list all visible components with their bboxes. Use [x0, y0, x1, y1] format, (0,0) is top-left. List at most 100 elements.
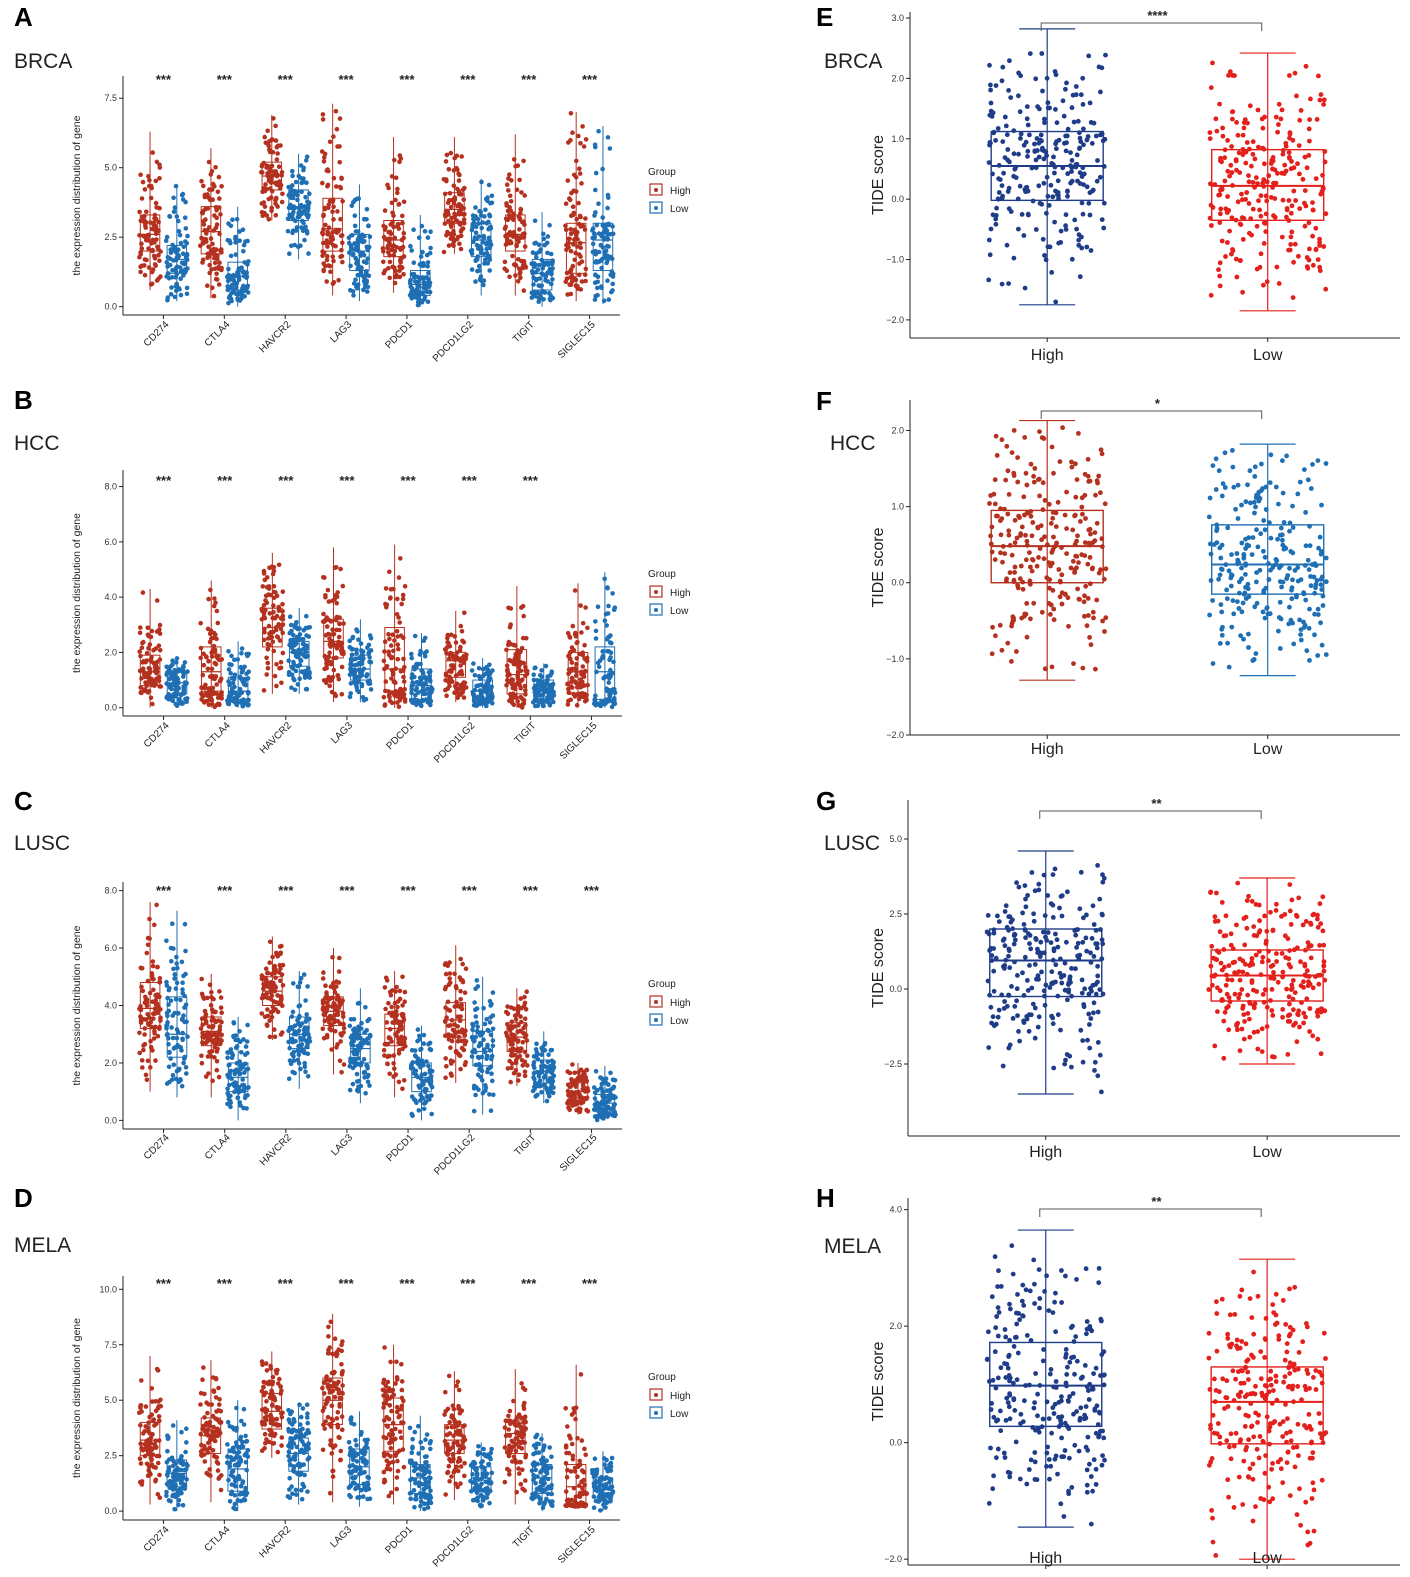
data-point — [164, 938, 169, 943]
data-point — [148, 1455, 154, 1461]
data-point — [350, 252, 356, 258]
data-point — [364, 217, 369, 222]
data-point — [544, 1098, 550, 1104]
x-tick-label: PDCD1LG2 — [432, 720, 477, 765]
x-tick-label: TIGIT — [513, 1132, 539, 1158]
data-point — [158, 1397, 163, 1403]
data-point — [226, 295, 232, 301]
data-point — [349, 662, 354, 668]
data-point — [513, 1057, 519, 1063]
data-point — [517, 227, 522, 232]
data-point — [180, 1462, 186, 1467]
data-point — [429, 1084, 435, 1090]
data-point — [286, 1028, 291, 1033]
data-point — [442, 986, 448, 992]
significance-label: *** — [339, 883, 355, 898]
data-point — [155, 244, 160, 250]
data-point — [179, 1429, 184, 1435]
data-point — [339, 692, 345, 697]
data-point — [569, 685, 575, 690]
data-point — [418, 702, 424, 708]
data-point — [471, 1108, 477, 1114]
data-point — [171, 966, 176, 972]
data-point — [483, 207, 488, 213]
data-point — [447, 231, 453, 237]
data-point — [139, 241, 144, 246]
data-point — [262, 577, 268, 583]
data-point — [153, 1408, 159, 1414]
data-point — [279, 199, 285, 205]
data-point — [279, 972, 285, 977]
data-point — [422, 1100, 428, 1106]
data-point — [245, 653, 250, 659]
data-point — [446, 198, 452, 203]
data-point — [381, 1047, 387, 1053]
y-tick-label: 6.0 — [104, 537, 117, 547]
data-point — [383, 975, 389, 981]
data-point — [333, 108, 339, 114]
data-point — [305, 625, 310, 631]
data-point — [164, 979, 169, 985]
data-point — [525, 1063, 530, 1068]
data-point — [169, 275, 175, 280]
data-point — [479, 1054, 485, 1060]
data-point — [173, 258, 179, 263]
data-point — [347, 638, 353, 644]
data-point — [178, 997, 183, 1003]
legend-label: High — [670, 186, 691, 197]
data-point — [422, 294, 428, 299]
data-point — [277, 944, 283, 949]
data-point — [545, 234, 551, 239]
data-point — [569, 660, 575, 665]
data-point — [393, 268, 398, 274]
data-point — [416, 1056, 421, 1062]
data-point — [182, 1005, 187, 1010]
data-point — [330, 627, 335, 632]
y-tick-label: 10.0 — [99, 1284, 117, 1294]
data-point — [413, 1098, 418, 1103]
data-point — [469, 668, 475, 673]
data-point — [171, 1062, 177, 1068]
data-point — [365, 1066, 370, 1071]
data-point — [400, 596, 406, 602]
y-tick-label: 2.5 — [104, 232, 117, 242]
data-point — [578, 224, 583, 229]
data-point — [143, 1072, 149, 1078]
data-point — [387, 1071, 393, 1077]
data-point — [578, 245, 583, 250]
data-point — [389, 676, 394, 681]
data-point — [337, 1058, 343, 1064]
data-point — [219, 1010, 224, 1015]
data-point — [456, 178, 462, 183]
data-point — [239, 646, 245, 651]
data-point — [395, 186, 400, 192]
data-point — [462, 610, 467, 616]
data-point — [297, 980, 303, 985]
data-point — [450, 236, 456, 242]
data-point — [545, 279, 551, 284]
data-point — [472, 672, 478, 678]
data-point — [532, 218, 538, 224]
data-point — [606, 603, 611, 609]
data-point — [322, 619, 327, 624]
data-point — [152, 240, 157, 245]
data-point — [145, 1425, 150, 1430]
data-point — [566, 1105, 571, 1111]
x-tick-label: HAVCR2 — [258, 720, 294, 756]
data-point — [592, 142, 598, 148]
data-point — [446, 1023, 451, 1029]
data-point — [444, 152, 450, 158]
data-point — [263, 186, 269, 192]
data-point — [261, 688, 267, 693]
data-point — [274, 593, 280, 599]
legend-title: Group — [648, 979, 676, 990]
data-point — [475, 257, 480, 262]
data-point — [339, 253, 345, 259]
data-point — [580, 124, 585, 129]
data-point — [201, 183, 206, 189]
data-point — [354, 261, 359, 266]
data-point — [428, 679, 433, 684]
data-point — [472, 1000, 477, 1005]
data-point — [448, 1045, 453, 1050]
data-point — [461, 695, 467, 700]
